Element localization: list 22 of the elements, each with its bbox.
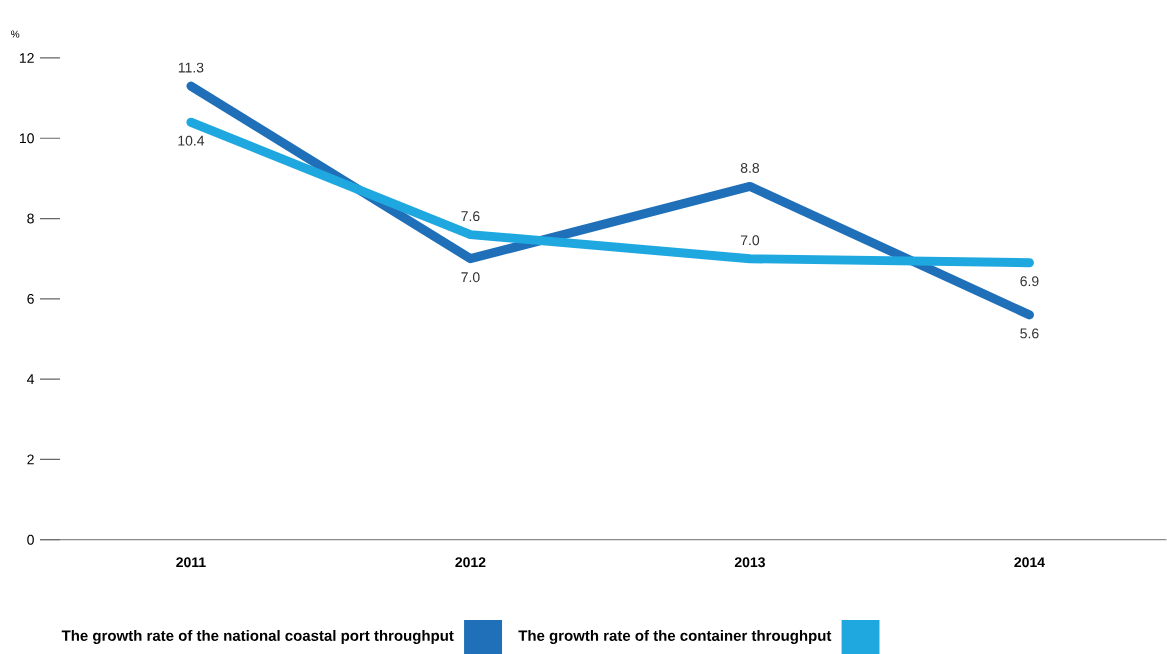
y-tick-label: 0	[27, 534, 34, 545]
x-tick-label: 2012	[455, 557, 486, 568]
y-tick-label: 10	[19, 133, 34, 144]
data-label: 8.8	[740, 163, 760, 173]
data-label: 6.9	[1020, 276, 1039, 287]
data-label: 7.0	[461, 272, 480, 283]
x-tick-label: 2011	[176, 557, 206, 568]
y-tick-label: 2	[27, 454, 34, 465]
x-tick-label: 2013	[734, 557, 765, 568]
y-tick-label: 4	[26, 374, 35, 384]
y-tick-label: 8	[27, 213, 34, 224]
y-axis-title: %	[11, 30, 20, 38]
data-label: 11.3	[178, 62, 204, 73]
legend-label: The growth rate of the national coastal port throughput	[61, 629, 454, 645]
y-tick-label: 12	[19, 53, 34, 63]
data-label: 7.0	[740, 235, 760, 246]
data-label: 7.6	[461, 211, 480, 222]
y-tick-label: 6	[27, 293, 34, 304]
data-label: 5.6	[1020, 328, 1039, 339]
legend-label: The growth rate of the container throughput	[518, 629, 832, 645]
x-tick-label: 2014	[1014, 557, 1045, 568]
data-label: 10.4	[178, 135, 205, 146]
